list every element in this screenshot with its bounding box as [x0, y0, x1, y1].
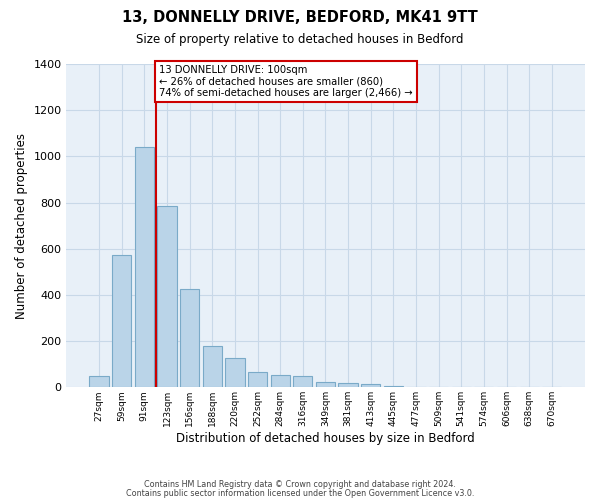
Bar	[180, 289, 199, 388]
Bar	[361, 384, 380, 388]
Bar	[316, 382, 335, 388]
Text: Size of property relative to detached houses in Bedford: Size of property relative to detached ho…	[136, 32, 464, 46]
Bar	[135, 147, 154, 388]
Text: 13 DONNELLY DRIVE: 100sqm
← 26% of detached houses are smaller (860)
74% of semi: 13 DONNELLY DRIVE: 100sqm ← 26% of detac…	[159, 65, 413, 98]
Text: Contains public sector information licensed under the Open Government Licence v3: Contains public sector information licen…	[126, 488, 474, 498]
Bar	[89, 376, 109, 388]
Text: Contains HM Land Registry data © Crown copyright and database right 2024.: Contains HM Land Registry data © Crown c…	[144, 480, 456, 489]
Bar	[225, 358, 245, 388]
Bar	[293, 376, 313, 388]
X-axis label: Distribution of detached houses by size in Bedford: Distribution of detached houses by size …	[176, 432, 475, 445]
Bar	[271, 374, 290, 388]
Bar	[203, 346, 222, 388]
Bar	[157, 206, 176, 388]
Bar	[248, 372, 267, 388]
Bar	[112, 254, 131, 388]
Bar	[384, 386, 403, 388]
Y-axis label: Number of detached properties: Number of detached properties	[15, 132, 28, 318]
Text: 13, DONNELLY DRIVE, BEDFORD, MK41 9TT: 13, DONNELLY DRIVE, BEDFORD, MK41 9TT	[122, 10, 478, 25]
Bar	[338, 382, 358, 388]
